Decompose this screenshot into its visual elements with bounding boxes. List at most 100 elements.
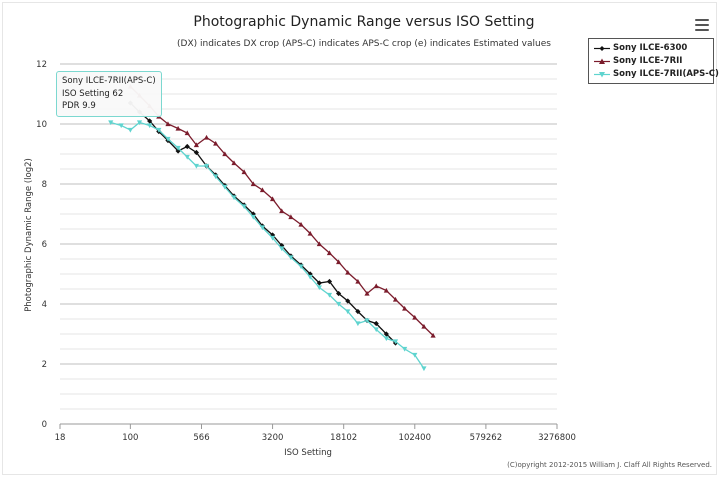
data-point[interactable]: [326, 250, 333, 256]
legend-item-ilce-7rii[interactable]: Sony ILCE-7RII: [593, 55, 711, 68]
data-point[interactable]: [241, 204, 247, 210]
tooltip-series: Sony ILCE-7RII(APS-C): [62, 76, 156, 86]
data-point[interactable]: [373, 320, 379, 327]
data-point[interactable]: [147, 123, 153, 129]
data-point[interactable]: [307, 274, 313, 280]
y-tick-label: 0: [42, 420, 47, 430]
data-point[interactable]: [269, 235, 276, 241]
y-tick-label: 8: [42, 180, 47, 190]
data-point[interactable]: [402, 305, 408, 311]
data-point[interactable]: [412, 314, 418, 320]
legend-item-ilce-6300[interactable]: Sony ILCE-6300: [593, 42, 711, 55]
data-point[interactable]: [165, 121, 171, 127]
data-point[interactable]: [147, 118, 153, 124]
legend-label: Sony ILCE-6300: [613, 43, 688, 53]
chart-title: Photographic Dynamic Range versus ISO Se…: [193, 14, 535, 30]
data-point[interactable]: [298, 221, 304, 227]
data-point[interactable]: [175, 125, 181, 131]
data-point[interactable]: [345, 298, 351, 304]
data-point[interactable]: [269, 196, 276, 202]
data-point[interactable]: [165, 136, 171, 142]
data-point[interactable]: [355, 308, 361, 315]
chart-subtitle: (DX) indicates DX crop (APS-C) indicates…: [177, 39, 551, 49]
y-tick-label: 6: [42, 240, 47, 250]
data-point[interactable]: [259, 187, 266, 193]
data-point[interactable]: [175, 145, 181, 151]
data-point[interactable]: [316, 285, 322, 291]
x-tick-label: 579262: [470, 433, 502, 443]
data-point[interactable]: [184, 154, 190, 160]
data-point[interactable]: [364, 318, 370, 324]
data-point[interactable]: [345, 309, 351, 315]
data-point[interactable]: [307, 230, 313, 236]
data-point[interactable]: [279, 246, 285, 252]
data-point[interactable]: [231, 195, 237, 201]
series-line[interactable]: [110, 121, 425, 369]
data-point[interactable]: [222, 151, 228, 157]
tooltip-iso: ISO Setting 62: [62, 88, 124, 99]
data-point[interactable]: [373, 327, 379, 333]
data-point[interactable]: [193, 149, 200, 156]
data-point[interactable]: [213, 174, 219, 180]
y-tick-label: 2: [42, 360, 47, 370]
data-point[interactable]: [326, 278, 333, 285]
data-point[interactable]: [288, 214, 294, 220]
data-point[interactable]: [184, 143, 190, 150]
y-axis-label: Photographic Dynamic Range (log2): [24, 158, 34, 312]
data-point[interactable]: [430, 332, 436, 338]
data-point[interactable]: [259, 225, 266, 231]
copyright-text: (C)opyright 2012-2015 William J. Claff A…: [507, 461, 712, 469]
data-point[interactable]: [203, 134, 210, 140]
data-point[interactable]: [355, 321, 361, 327]
chart-legend: Sony ILCE-6300 Sony ILCE-7RII Sony ILCE-…: [588, 38, 719, 84]
data-point[interactable]: [402, 346, 408, 352]
data-point[interactable]: [336, 301, 342, 307]
hamburger-menu-icon[interactable]: [695, 19, 709, 31]
data-point[interactable]: [203, 163, 210, 169]
legend-label: Sony ILCE-7RII: [613, 56, 683, 66]
data-point[interactable]: [383, 287, 389, 293]
data-point[interactable]: [336, 259, 342, 265]
x-tick-label: 102400: [399, 433, 431, 443]
data-point[interactable]: [383, 331, 389, 337]
legend-item-ilce-7rii-aps-c[interactable]: Sony ILCE-7RII(APS-C): [593, 68, 719, 81]
x-tick-label: 3276800: [538, 433, 576, 443]
data-point[interactable]: [316, 241, 322, 247]
data-point[interactable]: [421, 366, 427, 372]
data-point[interactable]: [136, 120, 143, 126]
data-point[interactable]: [392, 339, 399, 345]
data-point[interactable]: [241, 169, 247, 175]
data-point[interactable]: [279, 208, 285, 214]
data-point[interactable]: [231, 160, 237, 166]
data-point[interactable]: [108, 120, 114, 126]
data-point[interactable]: [193, 163, 200, 169]
data-point[interactable]: [184, 130, 190, 136]
data-point[interactable]: [383, 336, 389, 342]
series-2: [108, 120, 427, 372]
data-point[interactable]: [127, 127, 133, 133]
data-point[interactable]: [355, 278, 361, 284]
legend-label: Sony ILCE-7RII(APS-C): [613, 69, 719, 79]
data-point[interactable]: [421, 323, 427, 329]
data-point[interactable]: [345, 269, 351, 275]
data-point[interactable]: [250, 214, 256, 220]
data-point[interactable]: [326, 292, 333, 298]
data-point[interactable]: [298, 264, 304, 270]
series-1: [127, 83, 436, 338]
data-point[interactable]: [373, 283, 379, 289]
data-point[interactable]: [213, 140, 219, 146]
data-point[interactable]: [250, 181, 256, 187]
data-point[interactable]: [118, 123, 124, 129]
x-axis-label: ISO Setting: [284, 448, 332, 458]
data-point[interactable]: [288, 255, 294, 261]
data-point[interactable]: [412, 352, 418, 358]
data-point[interactable]: [364, 290, 370, 296]
data-point[interactable]: [222, 184, 228, 190]
data-point[interactable]: [193, 142, 200, 148]
data-point[interactable]: [392, 296, 399, 302]
data-point[interactable]: [156, 127, 162, 133]
data-point[interactable]: [316, 280, 322, 286]
data-point[interactable]: [336, 290, 342, 297]
